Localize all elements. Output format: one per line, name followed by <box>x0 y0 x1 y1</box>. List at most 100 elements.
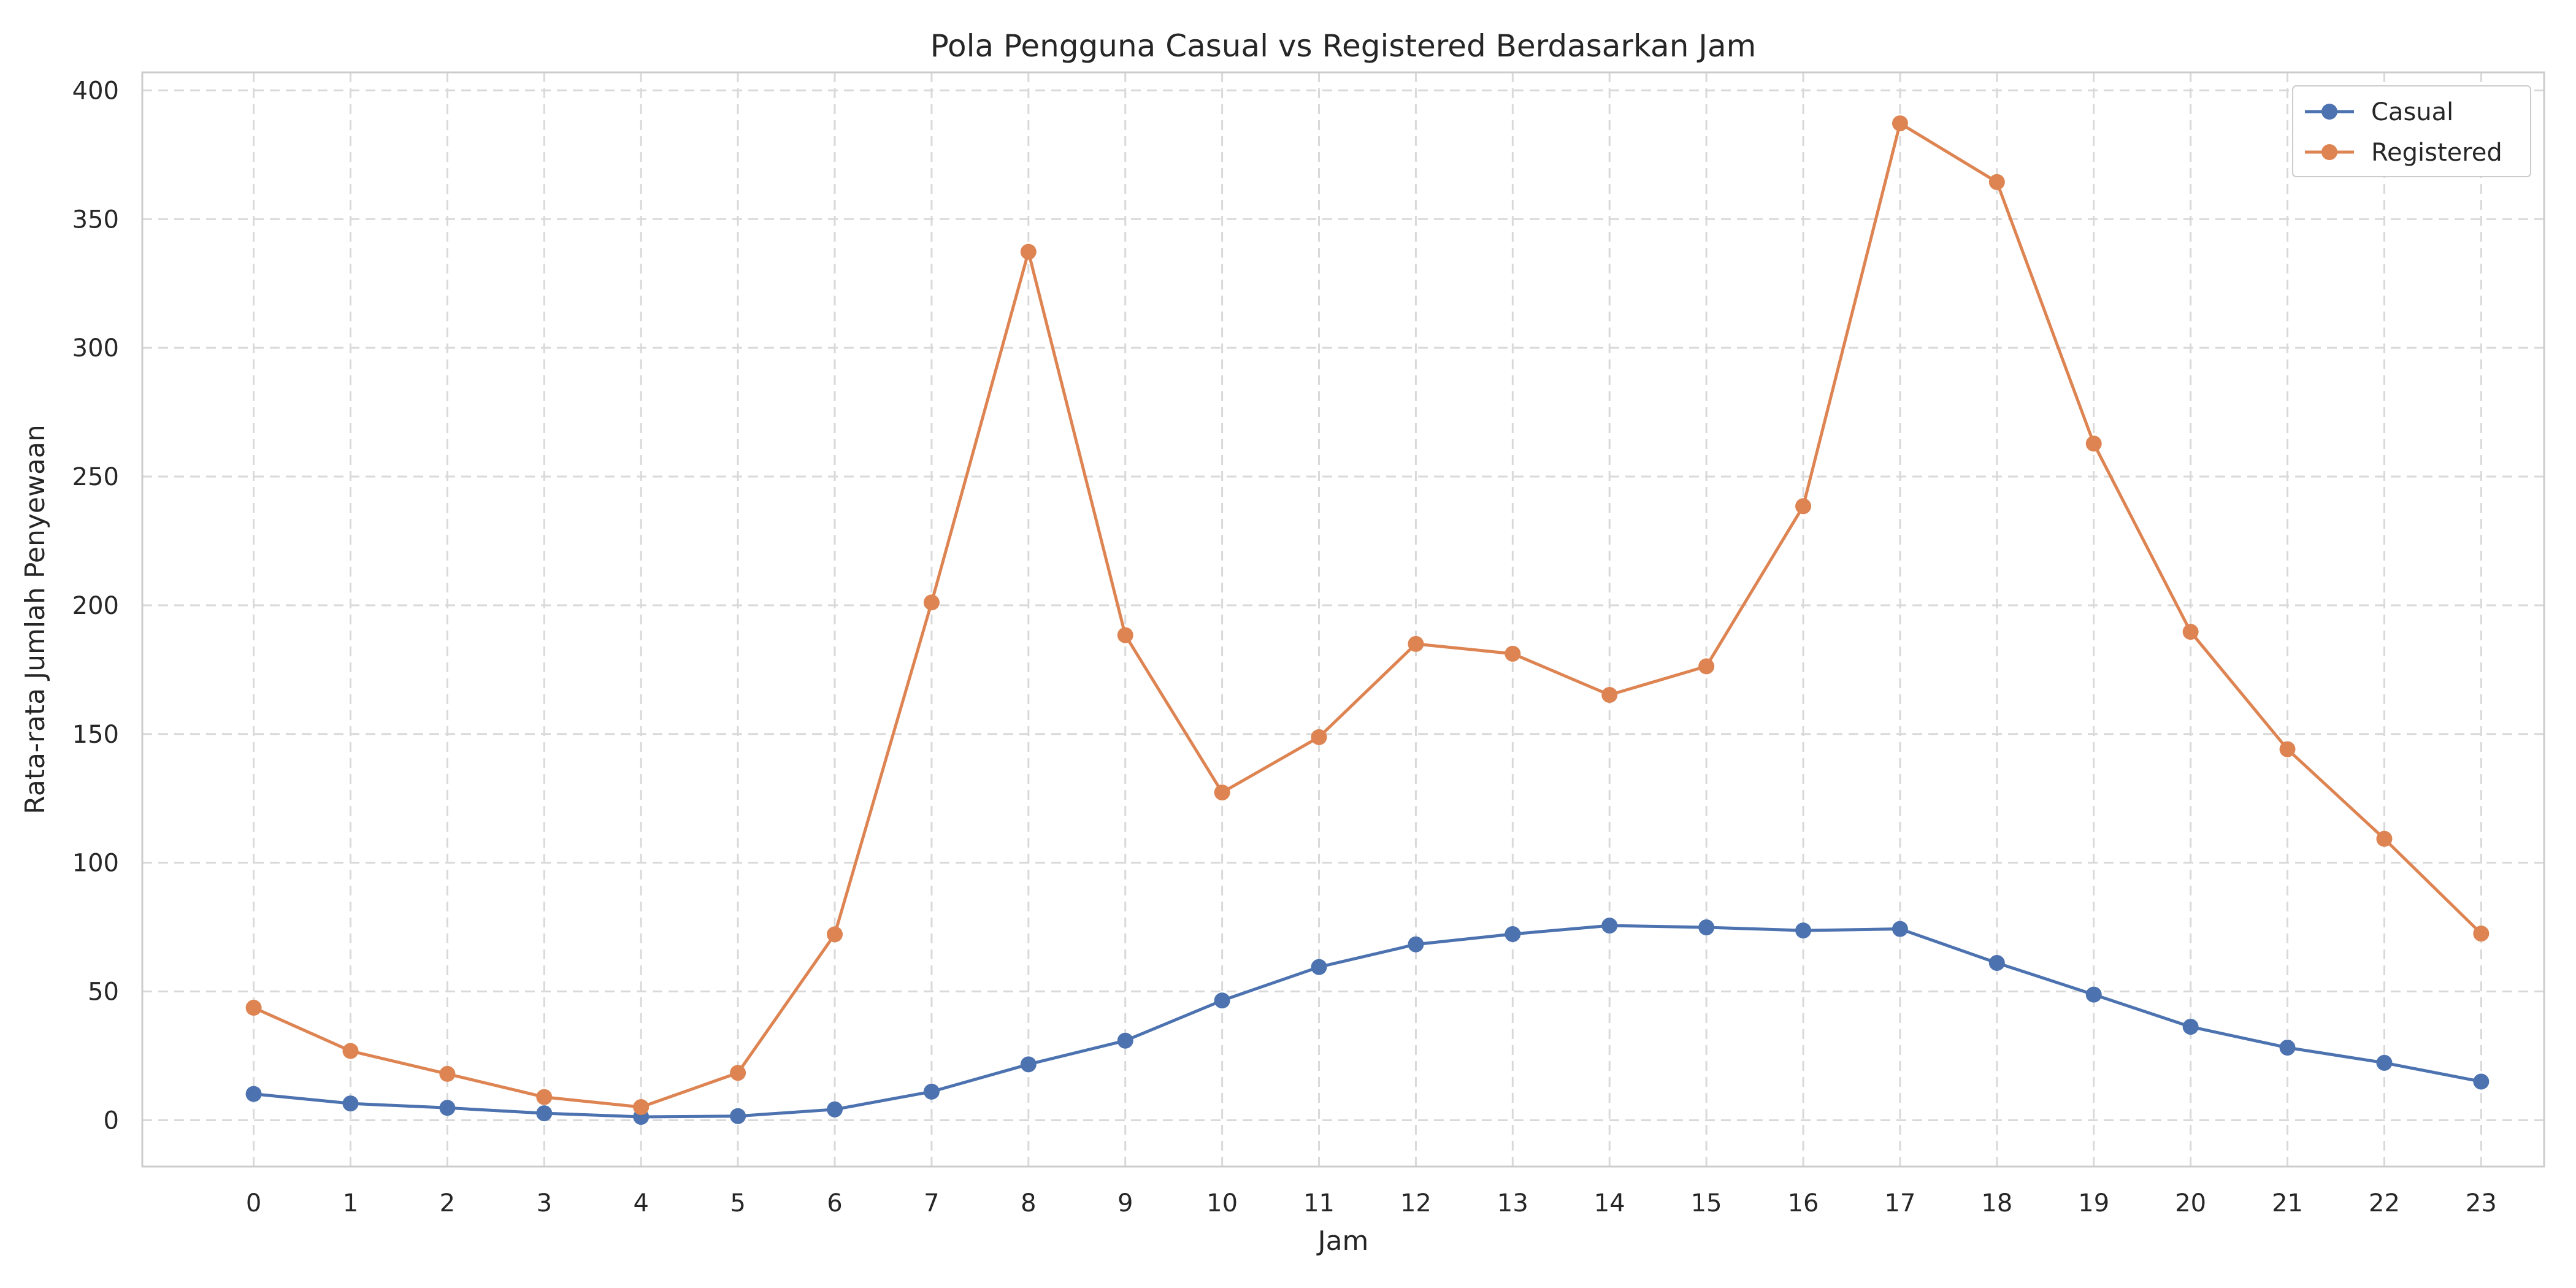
y-tick-label: 200 <box>72 592 119 620</box>
y-tick-label: 350 <box>72 205 119 234</box>
data-point <box>730 1065 746 1081</box>
data-point <box>342 1043 359 1059</box>
data-point <box>1408 936 1424 953</box>
x-axis-label: Jam <box>1316 1225 1369 1257</box>
data-point <box>2376 1054 2393 1071</box>
data-point <box>1020 243 1037 260</box>
data-point <box>1311 959 1327 975</box>
data-point <box>1214 992 1230 1009</box>
data-point <box>2279 741 2296 757</box>
data-point <box>827 926 843 943</box>
x-tick-label: 13 <box>1497 1189 1528 1217</box>
x-tick-label: 15 <box>1691 1189 1722 1217</box>
data-point <box>1988 954 2005 971</box>
x-tick-label: 20 <box>2175 1189 2206 1217</box>
x-tick-label: 14 <box>1594 1189 1625 1217</box>
series-line <box>252 924 2483 1119</box>
data-point <box>923 594 940 611</box>
y-tick-label: 0 <box>104 1106 119 1135</box>
x-tick-label: 9 <box>1117 1189 1133 1217</box>
data-point <box>2182 1019 2199 1035</box>
x-tick-label: 19 <box>2078 1189 2109 1217</box>
data-point <box>2182 624 2199 640</box>
y-tick-label: 300 <box>72 334 119 362</box>
legend-item: Casual <box>2305 98 2453 126</box>
data-point <box>1505 645 1521 662</box>
data-point <box>1892 115 1908 132</box>
legend-label: Registered <box>2371 139 2502 167</box>
x-tick-label: 2 <box>440 1189 455 1217</box>
data-point <box>439 1065 456 1082</box>
data-point <box>342 1095 359 1112</box>
series-casual <box>245 918 2490 1125</box>
data-point <box>1311 729 1327 745</box>
x-tick-label: 6 <box>827 1189 842 1217</box>
data-point <box>1601 686 1618 703</box>
data-point <box>245 1000 262 1016</box>
y-tick-label: 400 <box>72 77 119 105</box>
x-tick-label: 5 <box>730 1189 745 1217</box>
data-point <box>1698 658 1715 675</box>
data-point <box>2085 986 2102 1003</box>
x-tick-label: 4 <box>633 1189 648 1217</box>
data-point <box>1505 926 1521 942</box>
x-tick-label: 21 <box>2272 1189 2303 1217</box>
series-registered <box>245 115 2490 1116</box>
y-tick-label: 250 <box>72 463 119 491</box>
x-axis-ticks: 0 1 2 3 4 5 6 7 8 9 10 11 12 13 14 15 16 17 18 19 20 21 22 23 <box>246 1189 2497 1217</box>
data-point <box>439 1100 456 1116</box>
data-point <box>1892 921 1908 937</box>
data-point <box>827 1101 843 1117</box>
data-point <box>1601 918 1618 934</box>
y-tick-label: 100 <box>72 849 119 878</box>
legend-item: Registered <box>2305 139 2502 167</box>
y-tick-label: 50 <box>88 978 119 1006</box>
plot-area-frame <box>141 71 2545 1168</box>
data-point <box>1795 922 1812 939</box>
data-point <box>1020 1056 1037 1073</box>
data-point <box>2473 1073 2490 1090</box>
x-tick-label: 1 <box>343 1189 358 1217</box>
series-layer <box>245 115 2490 1125</box>
legend-marker <box>2321 104 2337 120</box>
x-tick-label: 16 <box>1788 1189 1819 1217</box>
chart-legend: Casual Registered <box>2292 85 2531 177</box>
data-point <box>2279 1040 2296 1056</box>
data-point <box>633 1099 650 1116</box>
data-point <box>245 1086 262 1102</box>
legend-box <box>2292 85 2531 177</box>
legend-marker <box>2321 144 2337 160</box>
x-tick-label: 11 <box>1303 1189 1335 1217</box>
data-point <box>2473 926 2490 942</box>
data-point <box>1117 1032 1133 1049</box>
y-axis-ticks: 0 50 100 150 200 250 300 350 400 <box>72 77 119 1135</box>
data-point <box>1795 498 1812 515</box>
x-tick-label: 7 <box>924 1189 939 1217</box>
chart-title: Pola Pengguna Casual vs Registered Berda… <box>930 28 1757 64</box>
x-tick-label: 17 <box>1884 1189 1915 1217</box>
x-tick-label: 12 <box>1400 1189 1432 1217</box>
x-tick-label: 18 <box>1981 1189 2012 1217</box>
data-point <box>2085 435 2102 452</box>
x-tick-label: 22 <box>2369 1189 2400 1217</box>
data-point <box>1408 635 1424 652</box>
legend-label: Casual <box>2371 98 2453 126</box>
x-tick-label: 23 <box>2466 1189 2497 1217</box>
data-point <box>536 1105 553 1122</box>
data-point <box>1698 919 1715 936</box>
series-line <box>252 121 2483 1109</box>
x-tick-label: 8 <box>1021 1189 1036 1217</box>
x-tick-label: 0 <box>246 1189 261 1217</box>
data-point <box>2376 830 2393 847</box>
y-axis-label: Rata-rata Jumlah Penyewaan <box>20 424 51 815</box>
data-point <box>1988 174 2005 190</box>
data-point <box>923 1083 940 1100</box>
grid-lines <box>142 72 2544 1167</box>
data-point <box>730 1108 746 1124</box>
data-point <box>1117 627 1133 643</box>
y-tick-label: 150 <box>72 721 119 749</box>
x-tick-label: 10 <box>1206 1189 1238 1217</box>
x-tick-label: 3 <box>537 1189 552 1217</box>
